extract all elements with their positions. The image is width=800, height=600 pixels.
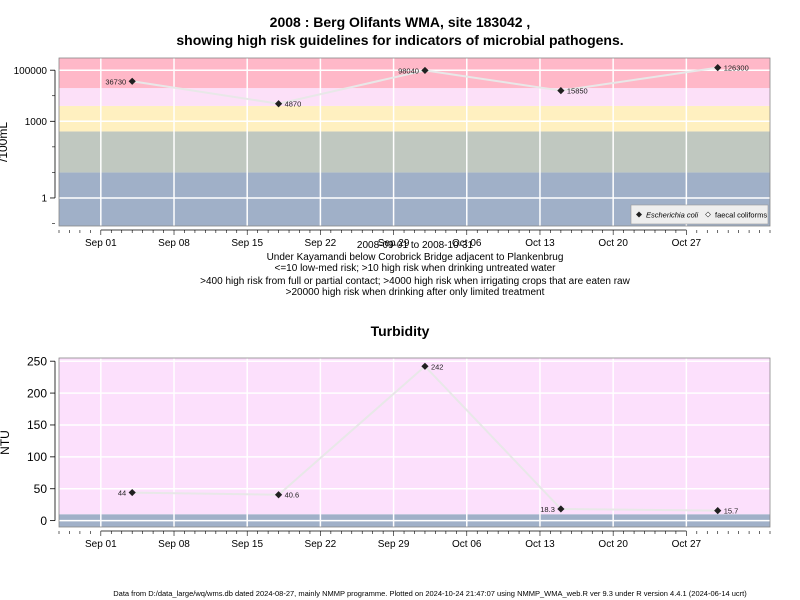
- y-tick-label: 1: [41, 194, 47, 205]
- data-point: [714, 64, 722, 72]
- x-tick-label: Sep 22: [305, 539, 337, 550]
- x-tick-label: Oct 06: [452, 238, 482, 249]
- risk-band-1: [59, 358, 770, 515]
- x-tick-label: Oct 27: [672, 539, 702, 550]
- data-label: 98040: [398, 66, 419, 75]
- x-tick-label: Oct 20: [598, 238, 628, 249]
- x-tick-label: Sep 15: [231, 238, 263, 249]
- data-source-footnote: Data from D:/data_large/wq/wms.db dated …: [113, 589, 747, 598]
- data-label: 126300: [724, 64, 749, 73]
- y-tick-label: 1000: [25, 117, 48, 128]
- guideline-caption-1: <=10 low-med risk; >10 high risk when dr…: [274, 263, 556, 274]
- data-point: [274, 100, 283, 108]
- x-tick-label: Sep 01: [85, 539, 117, 550]
- site-description-caption: Under Kayamandi below Corobrick Bridge a…: [266, 251, 564, 263]
- y-tick-label: 100000: [14, 66, 48, 77]
- risk-band-3: [59, 88, 770, 106]
- data-label: 242: [431, 362, 444, 371]
- x-tick-label: Sep 29: [378, 238, 410, 249]
- guideline-caption-3: >20000 high risk when drinking after onl…: [285, 287, 545, 298]
- legend-fc-label: faecal coliforms: [715, 211, 767, 220]
- data-point: [557, 87, 565, 95]
- y-tick-label: 200: [27, 386, 47, 400]
- y-tick-label: 50: [34, 482, 48, 496]
- x-tick-label: Sep 15: [231, 539, 263, 550]
- y-axis-label: NTU: [0, 430, 12, 455]
- y-tick-label: 150: [27, 418, 47, 432]
- x-tick-label: Oct 20: [598, 539, 628, 550]
- data-point: [557, 505, 565, 513]
- x-tick-label: Sep 08: [158, 238, 190, 249]
- legend-box: [630, 204, 769, 225]
- chart-title-line1: 2008 : Berg Olifants WMA, site 183042 ,: [269, 14, 531, 30]
- data-label: 36730: [105, 77, 126, 86]
- data-label: 44: [118, 489, 126, 498]
- y-tick-label: 100: [27, 450, 47, 464]
- legend-ecoli-label: Escherichia coli: [646, 211, 698, 220]
- x-tick-label: Oct 13: [525, 539, 555, 550]
- plot-frame: [58, 57, 771, 227]
- plot-frame: [58, 357, 771, 528]
- guideline-caption-2: >400 high risk from full or partial cont…: [200, 275, 630, 287]
- turbidity-title: Turbidity: [370, 323, 430, 339]
- x-tick-label: Oct 13: [525, 238, 555, 249]
- data-point: [274, 491, 283, 499]
- data-label: 4870: [285, 100, 302, 109]
- y-tick-label: 0: [40, 514, 47, 528]
- chart-title-line2: showing high risk guidelines for indicat…: [176, 32, 624, 48]
- data-label: 15.7: [724, 507, 739, 516]
- data-label: 15850: [567, 87, 588, 96]
- data-point: [128, 488, 136, 497]
- y-axis-label: /100mL: [0, 122, 10, 162]
- legend-fc-marker: [705, 211, 711, 218]
- x-tick-label: Sep 01: [85, 238, 117, 249]
- x-tick-label: Oct 27: [672, 238, 702, 249]
- data-point: [421, 66, 429, 75]
- x-tick-label: Sep 29: [378, 539, 410, 550]
- x-tick-label: Sep 22: [305, 238, 337, 249]
- data-point: [421, 362, 429, 370]
- data-label: 18.3: [540, 505, 555, 514]
- risk-band-2: [59, 105, 770, 132]
- date-range-caption: 2008-09-01 to 2008-10-31: [356, 240, 474, 251]
- x-tick-label: Sep 08: [158, 539, 190, 550]
- y-tick-label: 250: [27, 354, 47, 368]
- data-point: [128, 77, 136, 85]
- legend-ecoli-marker: [636, 211, 642, 218]
- data-point: [714, 507, 722, 515]
- risk-band-1: [59, 131, 770, 173]
- data-label: 40.6: [285, 491, 300, 500]
- x-tick-label: Oct 06: [452, 539, 482, 550]
